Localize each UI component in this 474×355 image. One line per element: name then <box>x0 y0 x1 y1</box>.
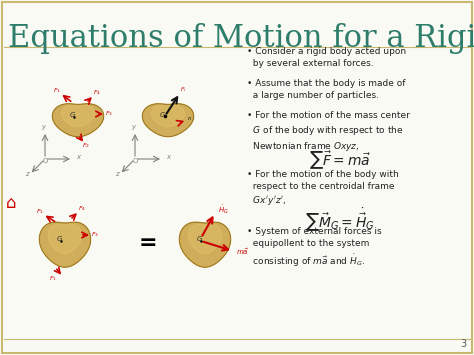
Text: y: y <box>131 124 135 130</box>
Text: $F_3$: $F_3$ <box>105 110 113 119</box>
Text: • Consider a rigid body acted upon
  by several external forces.: • Consider a rigid body acted upon by se… <box>247 47 406 68</box>
Polygon shape <box>142 104 194 137</box>
Text: $F_4$: $F_4$ <box>78 204 86 213</box>
Text: z: z <box>115 171 118 178</box>
Text: $F_1$: $F_1$ <box>36 208 44 217</box>
Text: Equations of Motion for a Rigid Body: Equations of Motion for a Rigid Body <box>8 23 474 54</box>
Text: $F_i$: $F_i$ <box>180 86 186 94</box>
Text: y: y <box>41 124 45 130</box>
Polygon shape <box>188 224 222 253</box>
Text: $\dot{H}_G$: $\dot{H}_G$ <box>218 203 229 217</box>
Polygon shape <box>53 104 104 137</box>
Text: ⌂: ⌂ <box>6 194 17 212</box>
Text: 3: 3 <box>460 339 466 349</box>
Text: =: = <box>139 233 157 253</box>
Text: $F_3$: $F_3$ <box>91 230 99 240</box>
Text: $G$: $G$ <box>159 110 166 119</box>
Polygon shape <box>179 222 231 267</box>
Text: $F_1$: $F_1$ <box>49 274 57 283</box>
Text: $F_4$: $F_4$ <box>93 88 101 98</box>
Text: $\sum\vec{M}_G = \dot{\vec{H}}_G$: $\sum\vec{M}_G = \dot{\vec{H}}_G$ <box>305 207 375 234</box>
Text: x: x <box>166 154 170 160</box>
Text: $G$: $G$ <box>196 234 203 243</box>
Text: $G$: $G$ <box>69 110 76 119</box>
Text: O: O <box>133 158 138 164</box>
Text: x: x <box>76 154 80 160</box>
Text: • System of external forces is
  equipollent to the system
  consisting of $m\ve: • System of external forces is equipolle… <box>247 227 382 269</box>
Text: O: O <box>43 158 48 164</box>
Text: • For the motion of the mass center
  $G$ of the body with respect to the
  Newt: • For the motion of the mass center $G$ … <box>247 111 410 153</box>
Text: $\sum\vec{F} = m\vec{a}$: $\sum\vec{F} = m\vec{a}$ <box>309 150 371 172</box>
Polygon shape <box>151 105 185 127</box>
Text: $F_1$: $F_1$ <box>53 87 61 95</box>
Text: $m\vec{a}$: $m\vec{a}$ <box>236 247 249 257</box>
Text: $G$: $G$ <box>56 234 63 243</box>
Text: $F_2$: $F_2$ <box>82 142 90 151</box>
Text: $r_i$: $r_i$ <box>187 115 193 124</box>
Polygon shape <box>39 222 91 267</box>
Text: • Assume that the body is made of
  a large number of particles.: • Assume that the body is made of a larg… <box>247 79 405 100</box>
Polygon shape <box>61 105 95 127</box>
Polygon shape <box>48 224 82 253</box>
Text: z: z <box>25 171 28 178</box>
Text: • For the motion of the body with
  respect to the centroidal frame
  $Gx'y'z'$,: • For the motion of the body with respec… <box>247 170 399 207</box>
